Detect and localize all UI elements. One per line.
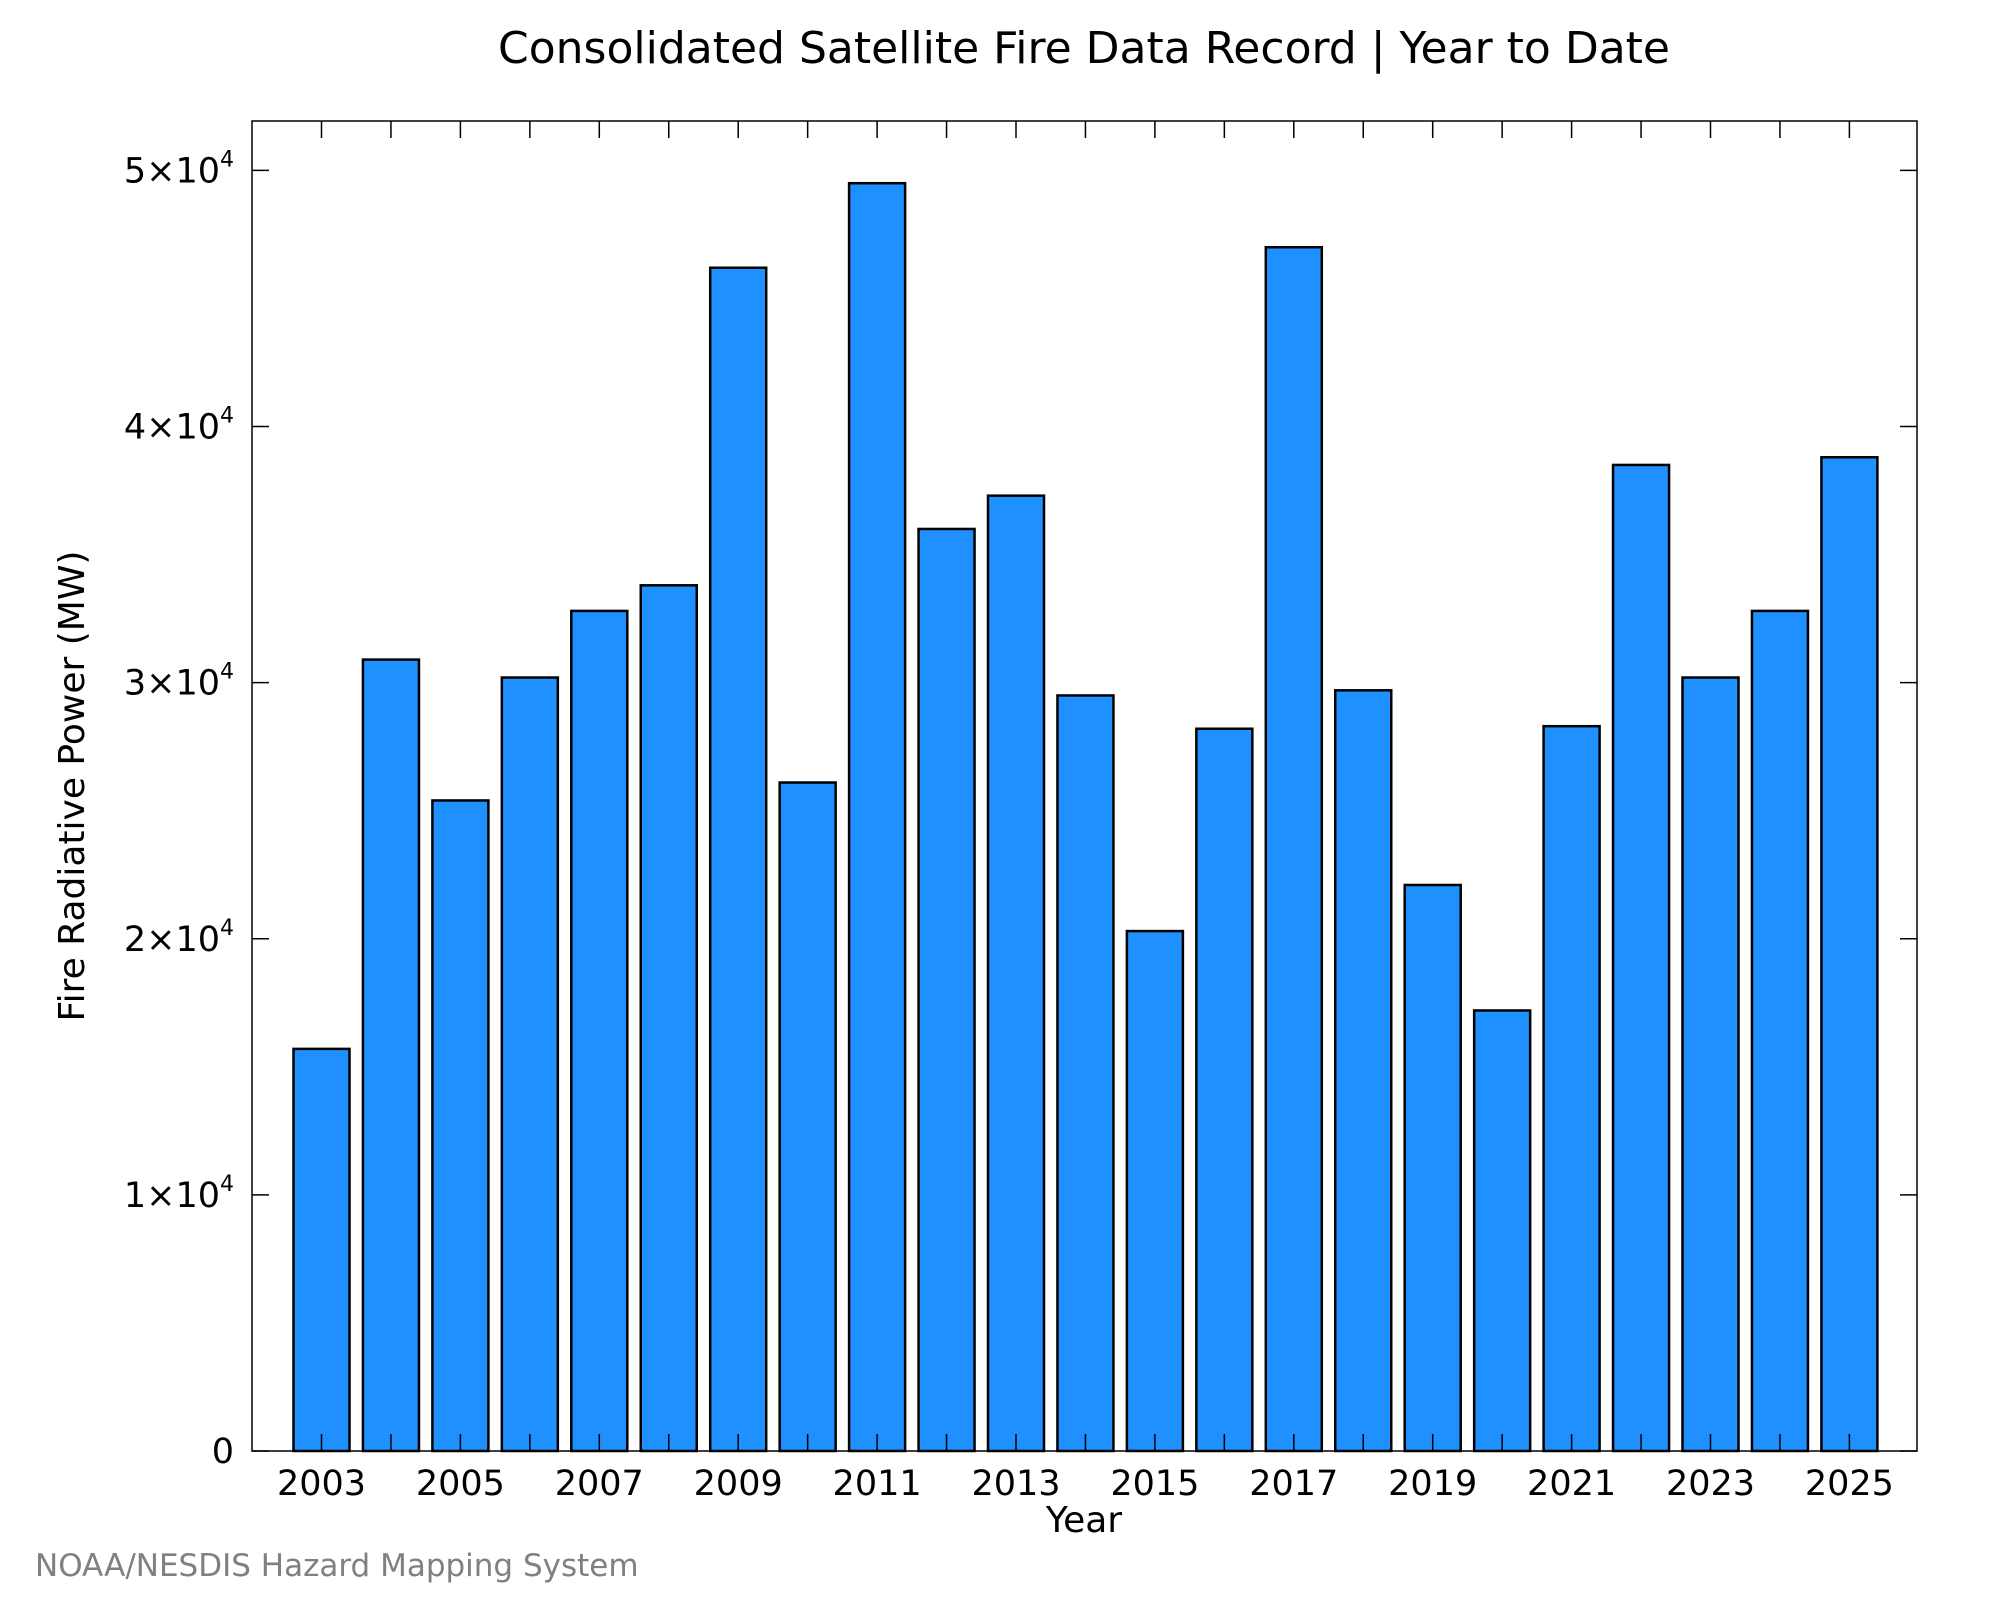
x-tick-label: 2021 — [1527, 1464, 1616, 1504]
y-tick-label: 1×104 — [124, 1172, 234, 1216]
bar-series — [292, 181, 1879, 1453]
bar-2023 — [1681, 676, 1740, 1453]
bar-2003 — [292, 1047, 351, 1453]
bar-2010 — [778, 781, 837, 1453]
bar-2024 — [1750, 609, 1810, 1453]
x-tick-label: 2019 — [1388, 1464, 1477, 1504]
x-tick-label: 2025 — [1805, 1464, 1894, 1504]
x-tick-label: 2013 — [971, 1464, 1060, 1504]
x-tick-label: 2017 — [1249, 1464, 1338, 1504]
x-tick-label: 2007 — [555, 1464, 644, 1504]
chart-title: Consolidated Satellite Fire Data Record … — [498, 23, 1670, 74]
bar-2020 — [1472, 1009, 1532, 1453]
source-footer: NOAA/NESDIS Hazard Mapping System — [35, 1548, 639, 1584]
bar-2006 — [500, 676, 560, 1453]
bar-2013 — [986, 494, 1046, 1453]
bar-2005 — [431, 799, 490, 1453]
bar-2015 — [1125, 929, 1185, 1453]
bar-2016 — [1195, 727, 1254, 1453]
bar-2011 — [847, 181, 907, 1453]
x-tick-label: 2011 — [833, 1464, 922, 1504]
bar-2009 — [708, 266, 768, 1453]
y-tick-label: 3×104 — [124, 660, 234, 704]
bar-2022 — [1611, 463, 1671, 1453]
x-tick-label: 2005 — [416, 1464, 505, 1504]
x-tick-label: 2023 — [1666, 1464, 1755, 1504]
bar-2018 — [1334, 689, 1393, 1453]
y-axis-label: Fire Radiative Power (MW) — [52, 551, 93, 1022]
bar-2021 — [1542, 724, 1601, 1453]
y-tick-label: 4×104 — [124, 404, 234, 448]
bar-2012 — [917, 527, 976, 1453]
x-tick-label: 2015 — [1110, 1464, 1199, 1504]
y-tick-label: 0 — [212, 1432, 234, 1472]
bar-2014 — [1056, 694, 1115, 1453]
bar-2007 — [570, 609, 629, 1453]
y-tick-label: 5×104 — [124, 147, 234, 191]
y-axis: 0 1×104 2×104 3×104 4×104 5×104 — [124, 147, 1917, 1472]
x-tick-label: 2003 — [277, 1464, 366, 1504]
bar-2017 — [1264, 245, 1324, 1453]
x-tick-label: 2009 — [694, 1464, 783, 1504]
bar-2004 — [361, 658, 421, 1453]
bar-2008 — [639, 584, 698, 1453]
y-tick-label: 2×104 — [124, 916, 234, 960]
x-axis-label: Year — [1045, 1500, 1122, 1541]
bar-2025 — [1820, 456, 1879, 1453]
bar-2019 — [1403, 883, 1462, 1453]
x-axis: 2003 2005 2007 2009 2011 2013 2015 2017 2019 2021… — [277, 121, 1894, 1504]
